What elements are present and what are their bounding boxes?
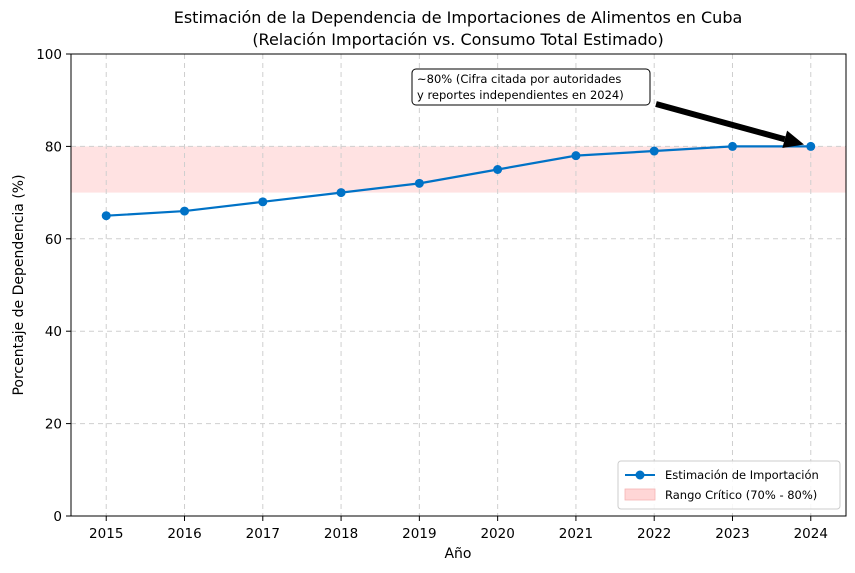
x-tick-label-2019: 2019: [402, 526, 436, 542]
y-tick-label-40: 40: [45, 324, 62, 340]
legend: Estimación de Importación Rango Crítico …: [617, 460, 841, 510]
x-tick-label-2015: 2015: [89, 526, 123, 542]
y-tick-label-60: 60: [45, 232, 62, 248]
legend-band-label: Rango Crítico (70% - 80%): [665, 488, 817, 502]
y-tick-label-100: 100: [36, 47, 62, 63]
y-tick-label-20: 20: [45, 417, 62, 433]
data-point-2018: [336, 188, 346, 198]
data-point-2021: [571, 151, 581, 161]
x-axis-ticks: 2015 2016 2017 2018 2019 2020 2021 2022 2023 2024: [89, 516, 828, 542]
data-point-2016: [180, 206, 190, 216]
grid: [71, 54, 846, 516]
annotation-box: [411, 68, 651, 106]
y-tick-label-0: 0: [53, 509, 62, 525]
x-tick-label-2016: 2016: [167, 526, 201, 542]
annotation-line1: ~80% (Cifra citada por autoridades: [417, 72, 621, 86]
legend-box: [617, 460, 841, 510]
data-point-2017: [258, 197, 268, 207]
x-tick-label-2020: 2020: [480, 526, 514, 542]
legend-series-marker: [635, 470, 645, 480]
y-axis-ticks: 0 20 40 60 80 100: [36, 47, 71, 525]
data-point-2023: [727, 141, 737, 151]
annotation-line2: y reportes independientes en 2024): [417, 88, 624, 102]
chart-title-line1: Estimación de la Dependencia de Importac…: [174, 8, 743, 27]
legend-band-swatch: [624, 488, 656, 501]
legend-series-label: Estimación de Importación: [665, 468, 819, 482]
critical-band: [71, 146, 846, 193]
series-line-0: [106, 145, 811, 217]
x-tick-label-2023: 2023: [715, 526, 749, 542]
data-point-2024: [806, 141, 816, 151]
data-point-2020: [493, 165, 503, 174]
annotation-arrow-shaft: [655, 101, 786, 143]
x-tick-label-2018: 2018: [324, 526, 358, 542]
y-tick-label-80: 80: [45, 139, 62, 155]
data-point-2019: [414, 178, 424, 188]
x-axis-label: Año: [444, 546, 471, 562]
x-tick-label-2021: 2021: [559, 526, 593, 542]
x-tick-label-2024: 2024: [794, 526, 828, 542]
chart-title-line2: (Relación Importación vs. Consumo Total …: [252, 30, 663, 49]
data-point-2022: [649, 146, 659, 156]
y-axis-label: Porcentaje de Dependencia (%): [11, 174, 27, 395]
series-estimacion: [101, 141, 816, 221]
annotation: ~80% (Cifra citada por autoridades y rep…: [411, 68, 805, 148]
data-point-2015: [101, 211, 111, 221]
x-tick-label-2017: 2017: [246, 526, 280, 542]
annotation-arrow-head: [782, 130, 805, 148]
plot-frame: [70, 53, 847, 517]
x-tick-label-2022: 2022: [637, 526, 671, 542]
